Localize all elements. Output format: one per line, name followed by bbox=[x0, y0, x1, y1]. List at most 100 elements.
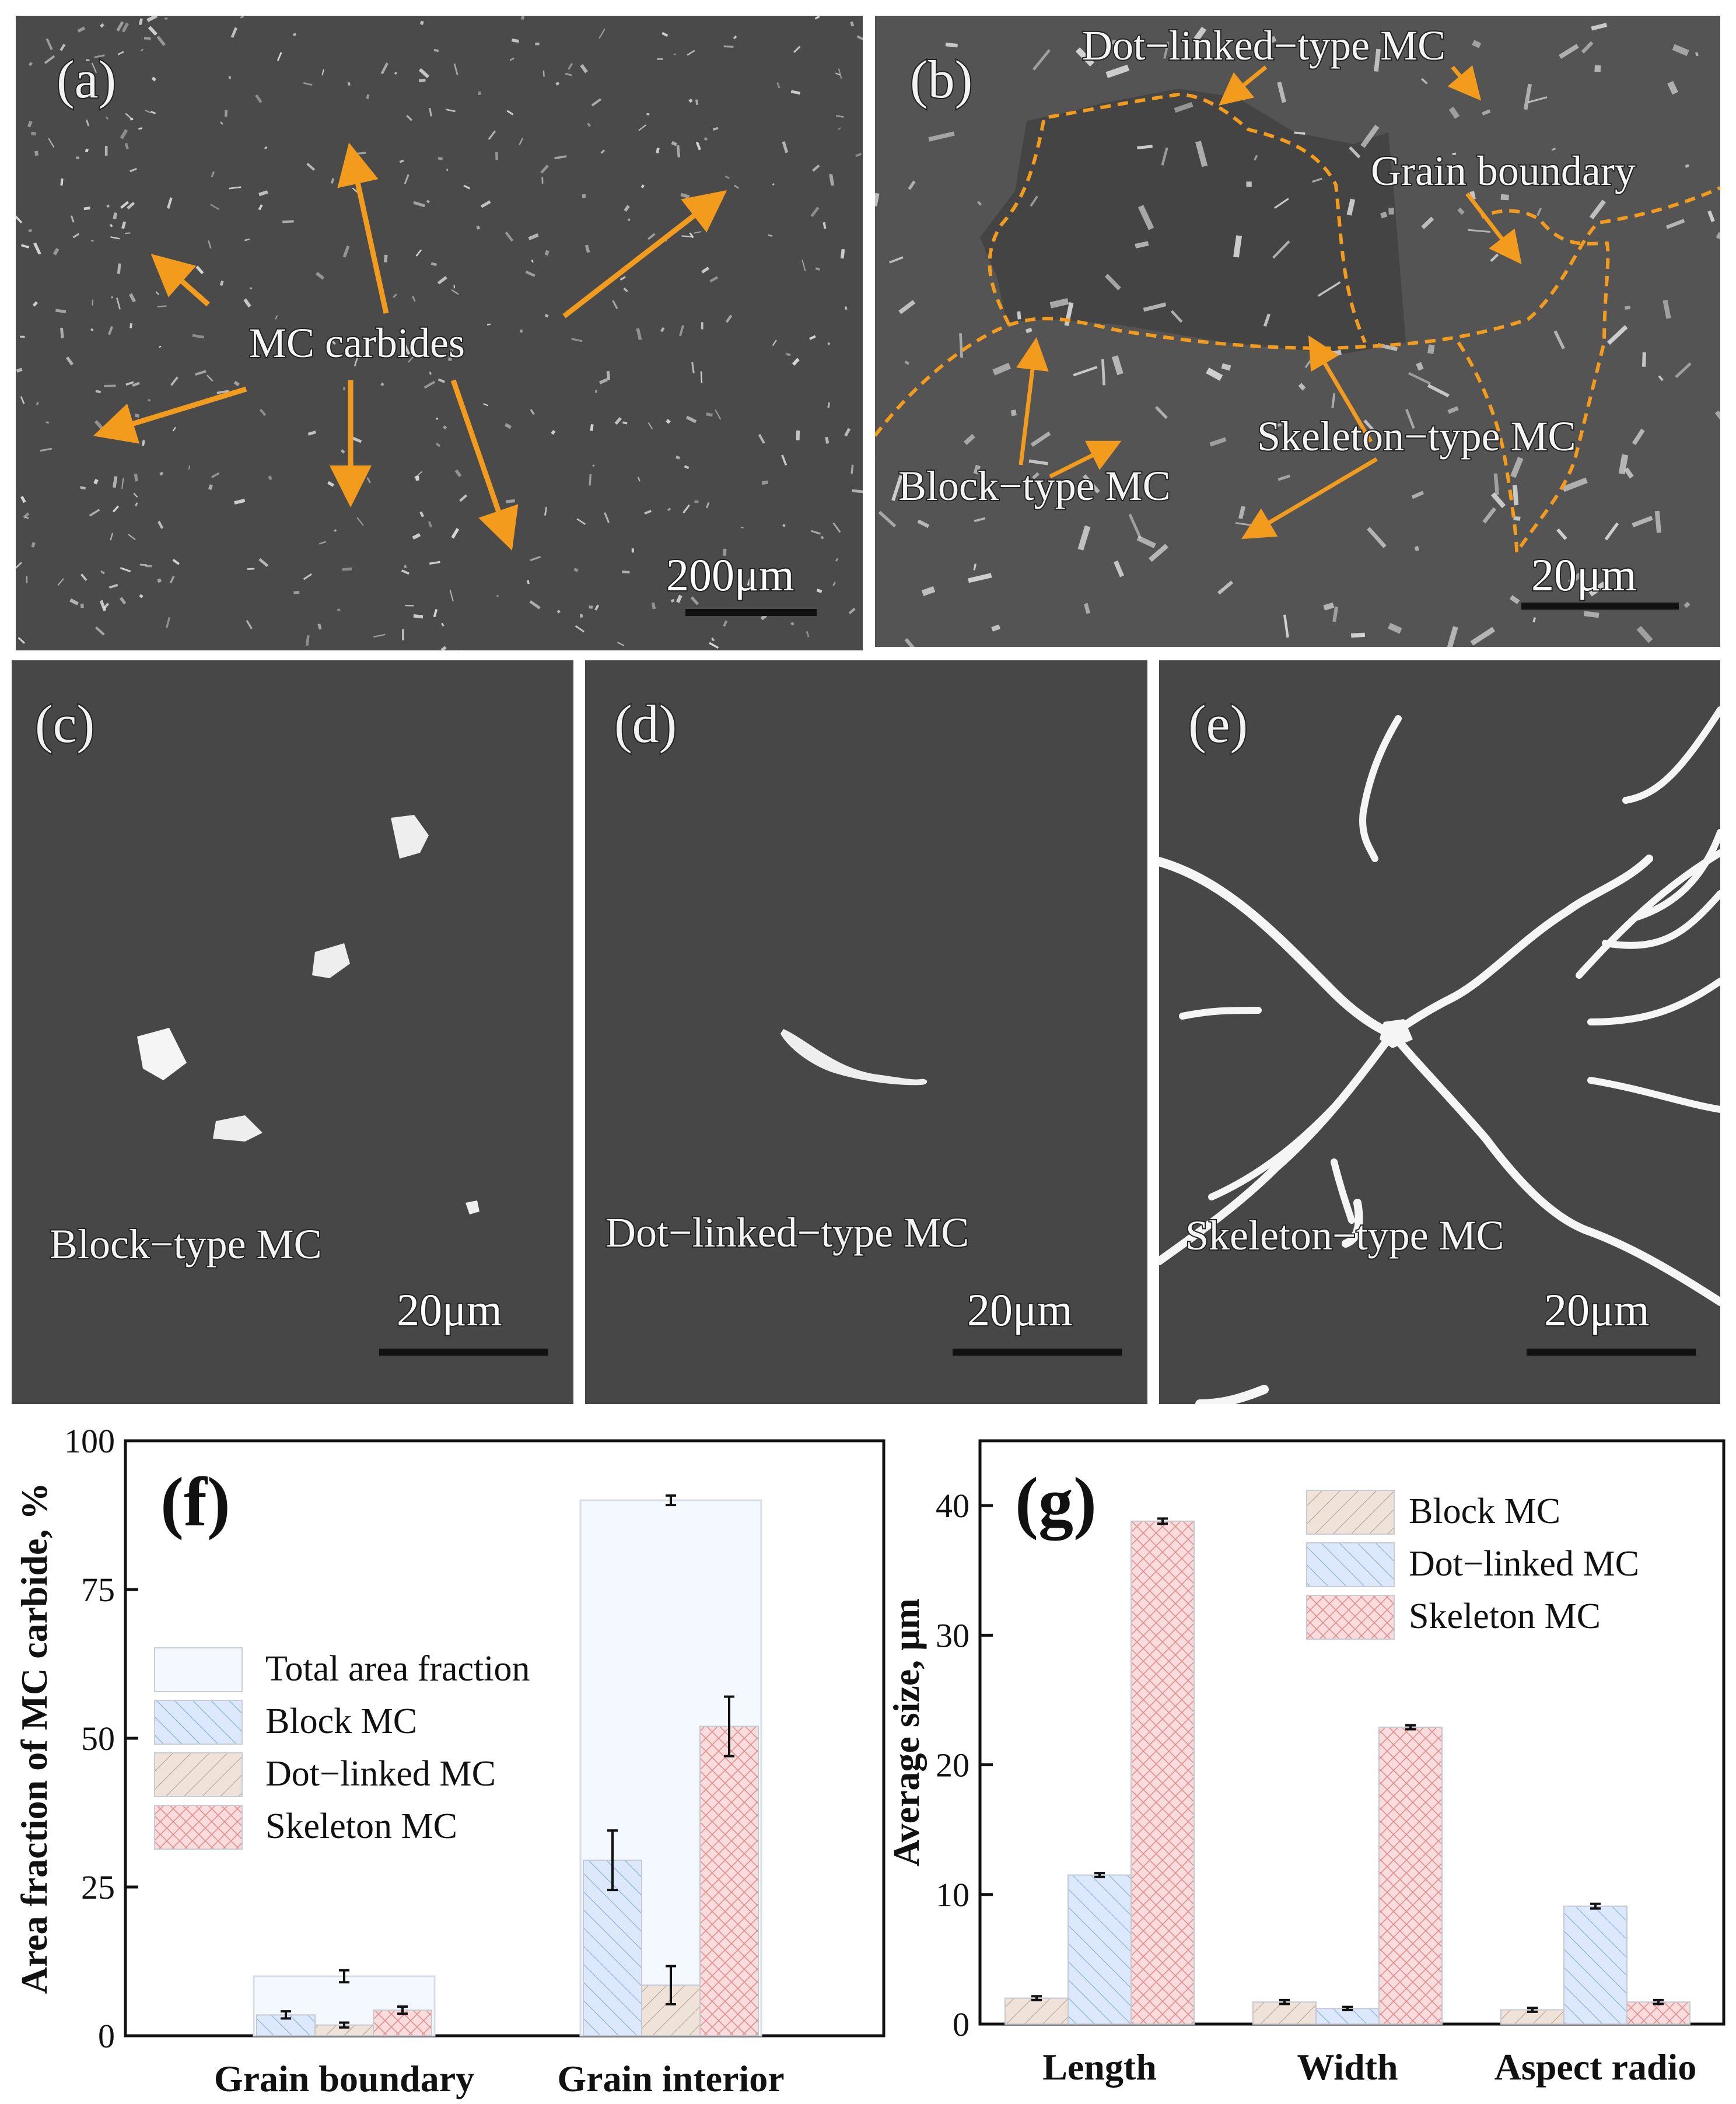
legend-swatch-total-area-fraction bbox=[154, 1647, 243, 1692]
bar-skeleton-mc-aspect-radio bbox=[1626, 2001, 1690, 2025]
scale-bar-a bbox=[685, 609, 817, 616]
y-tick-label: 75 bbox=[81, 1571, 115, 1609]
error-bar-block-mc-length bbox=[1031, 1995, 1042, 2001]
panel-tag-e: (e) bbox=[1188, 694, 1248, 754]
skeleton-type-label: Skeleton−type MC bbox=[1185, 1212, 1504, 1259]
scale-bar-b bbox=[1521, 603, 1679, 610]
scale-text-c: 20μm bbox=[397, 1284, 502, 1335]
y-tick-label: 25 bbox=[81, 1868, 115, 1906]
error-bar-skeleton-mc-aspect-radio bbox=[1653, 1998, 1664, 2005]
skeleton-node bbox=[1380, 1019, 1413, 1048]
micrograph-a-svg: (a) MC carbides 200μm bbox=[16, 16, 863, 650]
block-carbides bbox=[137, 815, 480, 1214]
bar-dot-linked-mc-aspect-radio bbox=[1563, 1905, 1628, 2025]
y-tick-label: 30 bbox=[936, 1616, 970, 1654]
micrograph-b-svg: (b) Dot−linked−type MC Grain boundary Sk… bbox=[875, 16, 1720, 647]
panel-tag-f: (f) bbox=[160, 1463, 230, 1541]
legend-swatch-block-mc bbox=[1306, 1490, 1395, 1535]
sem-background bbox=[16, 16, 863, 650]
scale-bar-c bbox=[379, 1349, 548, 1356]
y-axis-label: Average size, μm bbox=[887, 1598, 927, 1867]
arrows-b bbox=[1016, 65, 1522, 540]
x-tick-label: Grain interior bbox=[557, 2058, 784, 2099]
error-bar-dot-linked-mc-grain-boundary bbox=[339, 2021, 349, 2029]
dot-linked-label: Dot−linked−type MC bbox=[1082, 22, 1446, 69]
error-bar-dot-linked-mc-width bbox=[1342, 2005, 1353, 2011]
panel-tag-c: (c) bbox=[35, 694, 94, 754]
legend-label-dot-linked-mc: Dot−linked MC bbox=[265, 1754, 496, 1794]
grain-boundaries bbox=[875, 92, 1720, 558]
y-tick-label: 0 bbox=[98, 2017, 115, 2055]
error-bar-total-grain-interior bbox=[666, 1494, 676, 1507]
y-tick-label: 10 bbox=[936, 1876, 970, 1914]
block-type-label: Block−type MC bbox=[50, 1221, 322, 1268]
x-tick-label: Aspect radio bbox=[1494, 2046, 1697, 2088]
micrograph-e-svg: (e) Skeleton−type MC 20μm bbox=[1159, 660, 1720, 1404]
micrograph-b: (b) Dot−linked−type MC Grain boundary Sk… bbox=[875, 16, 1720, 647]
panel-tag-g: (g) bbox=[1015, 1463, 1097, 1541]
bar-skeleton-mc-length bbox=[1130, 1520, 1195, 2025]
bar-block-mc-length bbox=[1005, 1997, 1069, 2025]
legend-label-block-mc: Block MC bbox=[1409, 1492, 1560, 1531]
y-tick-label: 40 bbox=[936, 1487, 970, 1525]
error-bar-dot-linked-mc-aspect-radio bbox=[1590, 1902, 1601, 1910]
error-bar-block-mc-grain-interior bbox=[607, 1829, 618, 1892]
micrograph-e: (e) Skeleton−type MC 20μm bbox=[1159, 660, 1720, 1404]
carbide-specks bbox=[16, 16, 863, 650]
mc-carbides-label: MC carbides bbox=[249, 320, 465, 366]
legend-swatch-dot-linked-mc bbox=[154, 1752, 243, 1797]
error-bar-block-mc-width bbox=[1279, 1998, 1290, 2005]
legend-label-skeleton-mc: Skeleton MC bbox=[1409, 1597, 1601, 1636]
scale-text-a: 200μm bbox=[666, 549, 794, 600]
legend-label-skeleton-mc: Skeleton MC bbox=[265, 1807, 457, 1846]
block-label: Block−type MC bbox=[898, 463, 1171, 509]
grain-boundary-label: Grain boundary bbox=[1371, 148, 1636, 194]
bar-dot-linked-mc-length bbox=[1068, 1874, 1132, 2025]
error-bar-dot-linked-mc-grain-interior bbox=[666, 1965, 676, 2005]
error-bar-total-grain-boundary bbox=[339, 1969, 349, 1984]
x-tick-label: Grain boundary bbox=[214, 2058, 474, 2099]
chart-g: 0 10 20 30 40 Average size, μm (g) Length Width A… bbox=[887, 1439, 1726, 2088]
scale-text-d: 20μm bbox=[967, 1284, 1073, 1335]
scale-text-e: 20μm bbox=[1544, 1284, 1650, 1335]
dark-grain bbox=[980, 89, 1406, 354]
dot-linked-type-label: Dot−linked−type MC bbox=[606, 1209, 969, 1256]
error-bar-block-mc-aspect-radio bbox=[1527, 2007, 1538, 2013]
legend-label-block-mc: Block MC bbox=[265, 1702, 417, 1741]
scale-bar-e bbox=[1527, 1349, 1696, 1356]
error-bar-skeleton-mc-length bbox=[1157, 1517, 1168, 1525]
micrograph-d-svg: (d) Dot−linked−type MC 20μm bbox=[585, 660, 1147, 1404]
sem-background bbox=[585, 660, 1147, 1404]
panel-tag-d: (d) bbox=[614, 694, 677, 754]
y-axis-label: Area fraction of MC carbide, % bbox=[13, 1483, 55, 1994]
skeleton-label: Skeleton−type MC bbox=[1257, 413, 1576, 460]
y-tick-label: 0 bbox=[953, 2005, 970, 2043]
micrograph-c: (c) Block−type MC 20μm bbox=[12, 660, 573, 1404]
sem-background bbox=[1159, 660, 1720, 1404]
x-tick-label: Length bbox=[1042, 2046, 1157, 2088]
error-bar-skeleton-mc-grain-boundary bbox=[397, 2005, 408, 2015]
skeleton-carbides bbox=[1159, 706, 1720, 1404]
y-tick-label: 50 bbox=[81, 1720, 115, 1758]
bar-block-mc-width bbox=[1252, 2001, 1317, 2025]
y-tick-label: 20 bbox=[936, 1746, 970, 1784]
sem-background bbox=[12, 660, 573, 1404]
micrograph-d: (d) Dot−linked−type MC 20μm bbox=[585, 660, 1147, 1404]
x-tick-label: Width bbox=[1297, 2046, 1398, 2088]
legend-swatch-skeleton-mc bbox=[154, 1805, 243, 1850]
legend-swatch-skeleton-mc bbox=[1306, 1595, 1395, 1640]
error-bar-block-mc-grain-boundary bbox=[281, 2010, 291, 2020]
panel-tag-a: (a) bbox=[57, 50, 116, 109]
bar-skeleton-mc-grain-interior bbox=[699, 1725, 759, 2036]
bar-skeleton-mc-width bbox=[1378, 1727, 1443, 2025]
error-bar-dot-linked-mc-length bbox=[1094, 1872, 1105, 1878]
scale-bar-d bbox=[953, 1349, 1122, 1356]
y-tick-label: 100 bbox=[64, 1422, 115, 1460]
carbide-specks bbox=[875, 23, 1720, 647]
arrows-a bbox=[93, 142, 727, 551]
legend-swatch-block-mc bbox=[154, 1700, 243, 1745]
error-bar-skeleton-mc-width bbox=[1405, 1724, 1416, 1731]
legend-swatch-dot-linked-mc bbox=[1306, 1542, 1395, 1587]
scale-text-b: 20μm bbox=[1531, 549, 1637, 600]
dot-linked-carbide bbox=[780, 1029, 928, 1086]
